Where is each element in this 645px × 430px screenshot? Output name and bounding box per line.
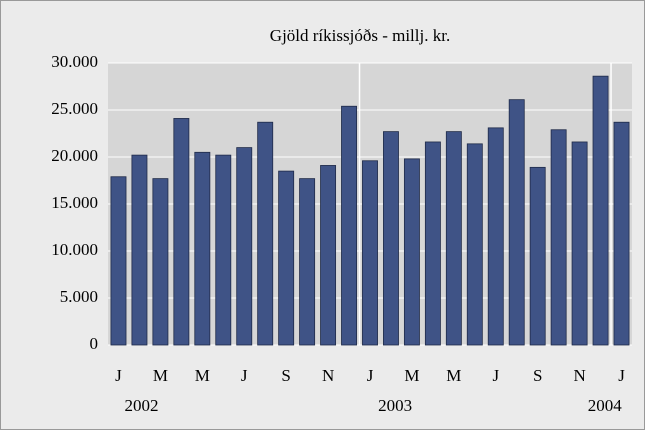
y-tick-label: 15.000 [51,193,98,212]
x-tick-label: S [533,366,542,385]
bar [299,178,316,346]
bar [445,131,462,346]
y-tick-label: 0 [90,334,99,353]
x-tick-label: J [115,366,122,385]
bar [466,143,483,346]
bar [278,170,295,346]
y-tick-label: 25.000 [51,99,98,118]
bar [487,127,504,346]
x-tick-label: J [241,366,248,385]
x-tick-label: M [446,366,461,385]
bar [131,154,148,346]
bar [341,105,357,346]
y-tick-label: 5.000 [60,287,98,306]
x-tick-label: J [367,366,374,385]
bar [173,118,190,346]
bar [110,176,127,346]
year-label: 2002 [125,396,159,415]
bar [550,129,567,346]
bar [571,141,588,346]
bar [529,166,546,346]
y-tick-label: 30.000 [51,52,98,71]
y-tick-label: 20.000 [51,146,98,165]
bar [194,151,211,346]
x-tick-label: J [618,366,625,385]
x-tick-label: S [281,366,290,385]
bar [424,141,441,346]
bar [383,131,399,346]
year-label: 2004 [588,396,623,415]
year-label: 2003 [378,396,412,415]
bar [592,75,609,346]
bar [508,99,525,346]
bar [320,165,337,346]
chart-title: Gjöld ríkissjóðs - millj. kr. [270,26,450,45]
bar [152,178,169,346]
y-tick-label: 10.000 [51,240,98,259]
x-tick-label: M [195,366,210,385]
x-tick-label: N [573,366,585,385]
x-tick-label: M [404,366,419,385]
x-tick-label: J [492,366,499,385]
x-tick-label: N [322,366,334,385]
x-tick-label: M [153,366,168,385]
bar [257,121,274,346]
bar [613,121,630,346]
bar [215,154,232,346]
bar [362,160,378,346]
bar [236,147,253,346]
bar [403,158,420,346]
